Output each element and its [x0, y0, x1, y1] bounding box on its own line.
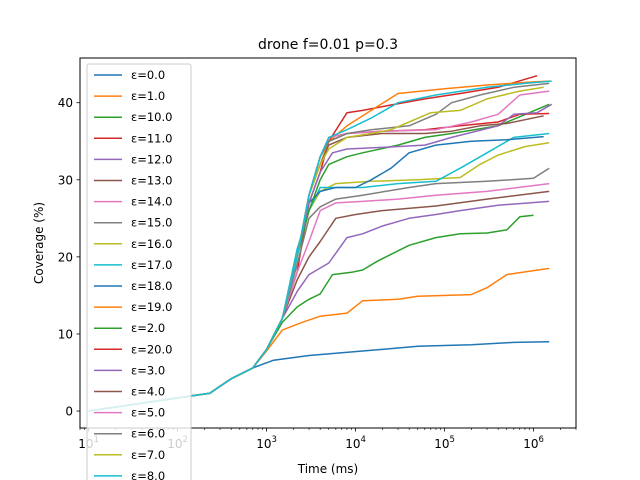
x-tick-label: 105 — [434, 435, 455, 451]
legend-label: ε=11.0 — [131, 131, 172, 145]
series-line-19 — [88, 80, 552, 412]
legend-label: ε=5.0 — [131, 406, 165, 420]
x-tick-label: 104 — [345, 435, 366, 451]
legend-label: ε=17.0 — [131, 258, 172, 272]
plot-frame — [79, 57, 577, 429]
legend-label: ε=19.0 — [131, 300, 172, 314]
legend-label: ε=12.0 — [131, 152, 172, 166]
y-axis: 0 10 20 30 40 — [58, 96, 80, 419]
legend-label: ε=0.0 — [131, 68, 165, 82]
legend-label: ε=10.0 — [131, 110, 172, 124]
legend-label: ε=6.0 — [131, 427, 165, 441]
legend-label: ε=13.0 — [131, 174, 172, 188]
legend-label: ε=2.0 — [131, 321, 165, 335]
legend-label: ε=8.0 — [131, 469, 165, 480]
x-axis-label: Time (ms) — [297, 462, 359, 476]
y-tick-label: 30 — [58, 173, 73, 187]
x-tick-label: 106 — [523, 435, 544, 451]
y-tick-label: 20 — [58, 250, 73, 264]
chart-title: drone f=0.01 p=0.3 — [258, 37, 398, 53]
x-tick-label: 103 — [256, 435, 277, 451]
legend-label: ε=3.0 — [131, 363, 165, 377]
y-tick-label: 10 — [58, 327, 73, 341]
legend-label: ε=1.0 — [131, 89, 165, 103]
legend-label: ε=16.0 — [131, 237, 172, 251]
series-layer — [88, 74, 553, 412]
y-tick-label: 40 — [58, 96, 73, 110]
legend-label: ε=4.0 — [131, 385, 165, 399]
legend-label: ε=7.0 — [131, 448, 165, 462]
legend: ε=0.0 ε=1.0 ε=10.0 ε=11.0 ε=12.0 ε=13.0 ε=14.0… — [86, 63, 192, 480]
legend-label: ε=14.0 — [131, 195, 172, 209]
y-tick-label: 0 — [65, 405, 73, 419]
legend-label: ε=18.0 — [131, 279, 172, 293]
legend-box — [86, 63, 192, 480]
legend-label: ε=20.0 — [131, 342, 172, 356]
legend-label: ε=15.0 — [131, 216, 172, 230]
y-axis-label: Coverage (%) — [32, 202, 46, 284]
